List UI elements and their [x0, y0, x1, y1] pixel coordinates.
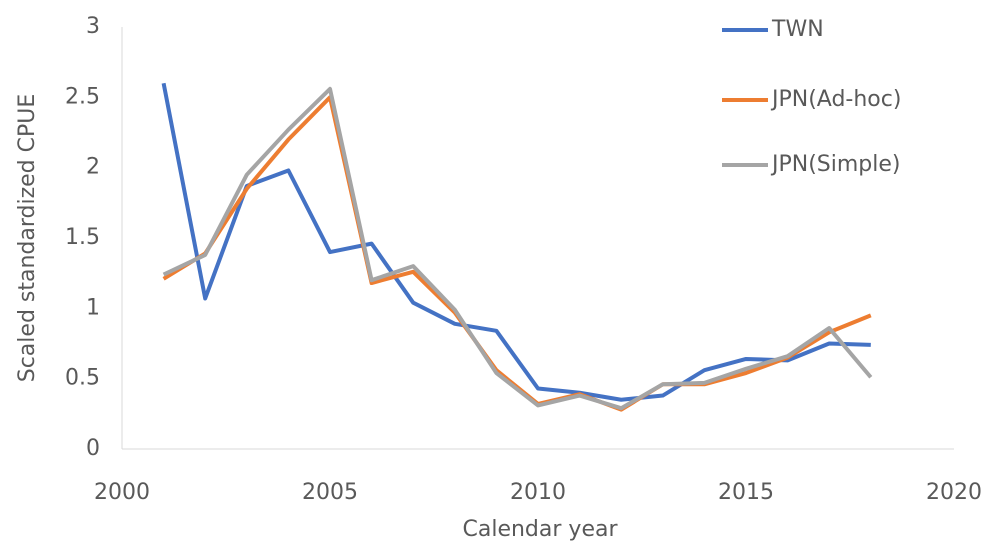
- line-series: [161, 82, 871, 402]
- x-tick-label: 2005: [302, 480, 358, 505]
- legend-label: JPN(Simple): [770, 152, 901, 177]
- y-tick-label: 2: [86, 155, 100, 180]
- y-tick-label: 0.5: [65, 366, 100, 391]
- legend-label: JPN(Ad-hoc): [770, 87, 901, 112]
- x-tick-label: 2010: [510, 480, 566, 505]
- x-tick-label: 2000: [94, 480, 150, 505]
- x-tick-label: 2015: [718, 480, 774, 505]
- legend-label: TWN: [771, 17, 824, 42]
- y-tick-label: 1: [86, 295, 100, 320]
- y-tick-label: 1.5: [65, 225, 100, 250]
- y-axis-label: Scaled standardized CPUE: [15, 94, 40, 383]
- y-tick-label: 3: [86, 14, 100, 39]
- x-tick-label: 2020: [926, 480, 982, 505]
- line-series: [162, 86, 873, 411]
- y-tick-label: 2.5: [65, 84, 100, 109]
- y-tick-label: 0: [86, 436, 100, 461]
- x-axis-label: Calendar year: [463, 517, 619, 542]
